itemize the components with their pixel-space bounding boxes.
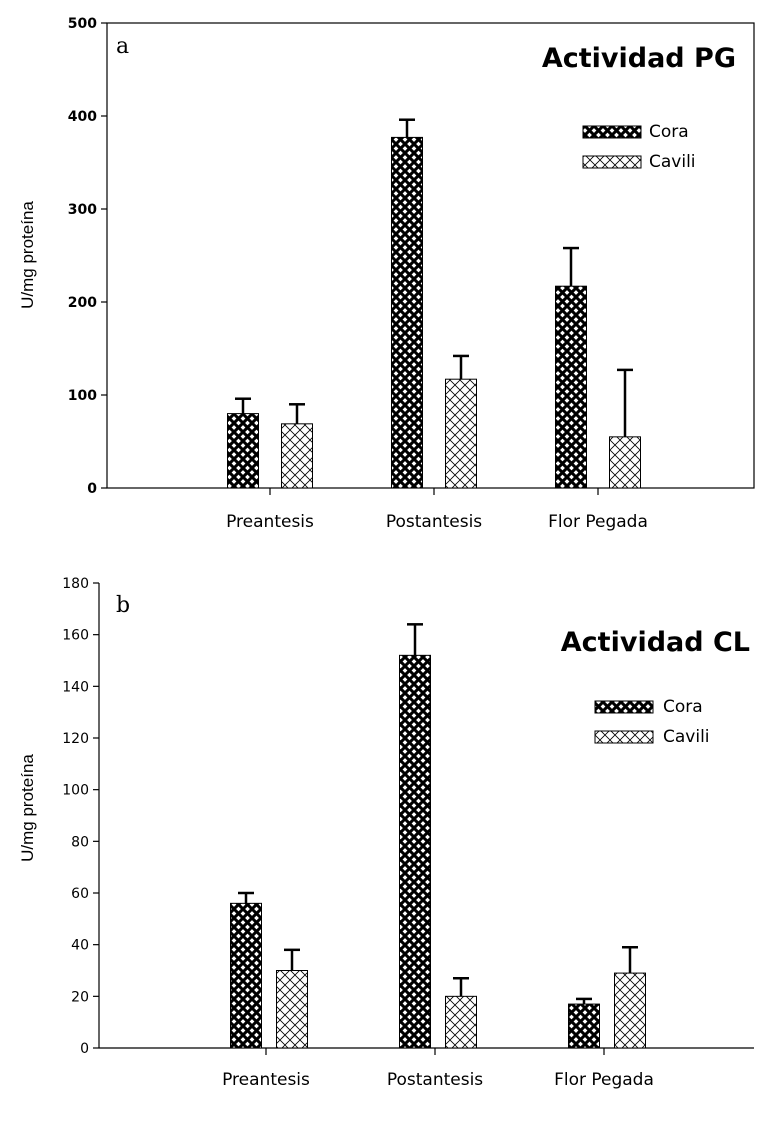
bar-b-cavili-2 — [614, 972, 646, 1049]
bar-b-cavili-0 — [276, 970, 308, 1049]
y-tick-label-b-8: 160 — [62, 628, 89, 644]
bar-a-cora-2 — [555, 285, 587, 489]
y-tick-label-b-6: 120 — [62, 731, 89, 747]
y-tick-label-b-0: 0 — [80, 1041, 89, 1057]
x-tick-label-a-2: Flor Pegada — [548, 512, 648, 532]
bar-a-cora-1 — [391, 136, 423, 489]
legend-swatch-cavili-a — [582, 155, 642, 169]
bar-a-cavili-2 — [609, 436, 641, 489]
chart-title-a: Actividad PG — [542, 43, 736, 74]
x-tick-label-b-1: Postantesis — [387, 1070, 483, 1090]
y-tick-label-b-5: 100 — [62, 783, 89, 799]
bar-b-cora-2 — [568, 1003, 600, 1049]
bars-a — [227, 118, 641, 489]
bar-b-cora-1 — [399, 654, 431, 1049]
bar-b-cavili-1 — [445, 995, 477, 1049]
legend-swatch-cavili-b — [594, 730, 654, 744]
x-tick-label-b-0: Preantesis — [222, 1070, 310, 1090]
y-tick-label-b-4: 80 — [71, 834, 89, 850]
y-tick-label-b-9: 180 — [62, 576, 89, 592]
chart-title-b: Actividad CL — [561, 627, 750, 658]
bar-a-cora-0 — [227, 413, 259, 489]
y-tick-label-a-5: 500 — [68, 16, 97, 32]
y-axis-b: 0 20 40 60 80 100 120 140 160 180 — [62, 576, 99, 1057]
x-tick-label-b-2: Flor Pegada — [554, 1070, 654, 1090]
panel-letter-b: b — [116, 593, 130, 618]
legend-label-cavili-b: Cavili — [663, 727, 710, 747]
panel-letter-a: a — [116, 34, 129, 59]
bar-b-cora-0 — [230, 902, 262, 1049]
y-tick-label-b-7: 140 — [62, 679, 89, 695]
plot-frame-a — [106, 22, 755, 489]
legend-a: Cora Cavili — [582, 122, 696, 172]
bars-b — [230, 623, 646, 1049]
legend-swatch-cora-a — [582, 125, 642, 139]
y-tick-label-a-3: 300 — [68, 202, 97, 218]
y-axis-label-a: U/mg proteína — [18, 201, 37, 309]
x-axis-b: Preantesis Postantesis Flor Pegada — [222, 1048, 654, 1090]
y-tick-label-a-4: 400 — [68, 109, 97, 125]
y-axis-label-b: U/mg proteína — [18, 754, 37, 862]
legend-swatch-cora-b — [594, 700, 654, 714]
legend-label-cora-a: Cora — [649, 122, 689, 142]
y-tick-label-a-1: 100 — [68, 388, 97, 404]
legend-label-cora-b: Cora — [663, 697, 703, 717]
chart-panel-a: 0 100 200 300 400 500 Preantesis Postantesis Fl… — [18, 16, 755, 532]
y-axis-a: 0 100 200 300 400 500 — [68, 16, 107, 497]
y-tick-label-a-2: 200 — [68, 295, 97, 311]
x-tick-label-a-1: Postantesis — [386, 512, 482, 532]
y-tick-label-a-0: 0 — [87, 481, 97, 497]
y-tick-label-b-1: 20 — [71, 989, 89, 1005]
y-tick-label-b-2: 40 — [71, 938, 89, 954]
legend-b: Cora Cavili — [594, 697, 710, 747]
legend-label-cavili-a: Cavili — [649, 152, 696, 172]
x-tick-label-a-0: Preantesis — [226, 512, 314, 532]
y-tick-label-b-3: 60 — [71, 886, 89, 902]
x-axis-a: Preantesis Postantesis Flor Pegada — [226, 488, 648, 532]
bar-a-cavili-1 — [445, 378, 477, 489]
bar-a-cavili-0 — [281, 423, 313, 489]
chart-panel-b: 0 20 40 60 80 100 120 140 160 180 Preantesis Posta… — [18, 576, 754, 1090]
